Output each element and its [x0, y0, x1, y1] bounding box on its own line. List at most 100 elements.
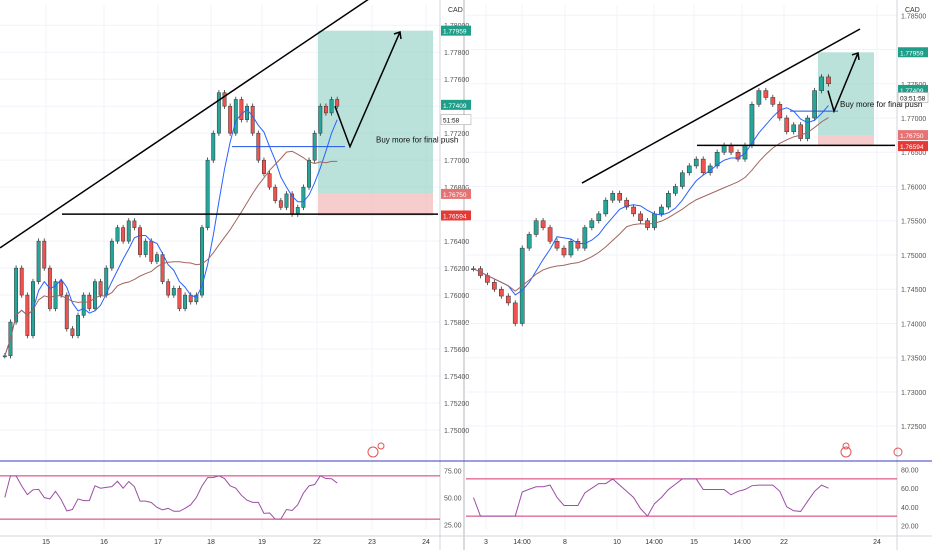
candle-body: [561, 247, 567, 256]
rsi-tick-label: 40.00: [901, 505, 919, 512]
y-tick-label: 1.76500: [901, 150, 926, 157]
price-badge-label: 03:51:58: [900, 95, 926, 102]
event-icon: [842, 442, 850, 450]
x-tick-label: 15: [690, 539, 698, 546]
y-tick-label: 1.77600: [444, 77, 469, 84]
price-badge: [441, 25, 471, 36]
candle-body: [742, 145, 748, 160]
candle-body: [749, 104, 755, 146]
price-badge-label: 1.76750: [900, 133, 924, 140]
price-badge-label: 1.77959: [900, 50, 924, 57]
y-tick-label: 1.76800: [444, 185, 469, 192]
candle-body: [109, 240, 114, 269]
currency-label: CAD: [905, 7, 920, 14]
y-tick-label: 1.75200: [444, 401, 469, 408]
candle-body: [64, 294, 69, 330]
candle-body: [59, 281, 64, 296]
candle-body: [160, 254, 165, 282]
candle-body: [547, 227, 553, 242]
candle-body: [188, 294, 193, 303]
y-tick-label: 1.76000: [444, 293, 469, 300]
candle-body: [301, 186, 306, 208]
candle-body: [211, 132, 216, 161]
ma-fast-line: [4, 108, 338, 356]
candle-body: [624, 199, 629, 208]
candle-body: [728, 145, 734, 153]
currency-label: CAD: [448, 7, 463, 14]
y-tick-label: 1.74000: [901, 321, 926, 328]
candle-body: [603, 199, 609, 215]
ma-fast-line: [473, 105, 829, 296]
candle-body: [2, 355, 7, 358]
candle-body: [93, 281, 97, 309]
price-badge-label: 1.76750: [443, 192, 467, 199]
candle-body: [335, 99, 340, 107]
candle-body: [98, 281, 103, 296]
event-icon: [377, 442, 385, 450]
candle-body: [284, 193, 289, 208]
candle-body: [104, 267, 109, 296]
candle-body: [679, 172, 685, 187]
candle-body: [262, 159, 266, 174]
stop-zone: [818, 135, 874, 147]
trendline: [581, 28, 861, 184]
x-tick-label: 15: [42, 539, 50, 546]
y-tick-label: 1.75000: [444, 428, 469, 435]
candle-body: [36, 240, 41, 282]
projection-path: [827, 52, 859, 114]
candle-body: [617, 193, 623, 201]
rsi-tick-label: 25.00: [444, 523, 462, 530]
candle-body: [126, 220, 131, 242]
candle-body: [233, 99, 238, 134]
price-badge-label: 1.77959: [443, 29, 467, 36]
rsi-tick-label: 50.00: [444, 496, 462, 503]
candle-body: [250, 105, 255, 134]
candle-body: [686, 165, 692, 174]
arrow-head-icon: [393, 30, 402, 40]
price-badge: [441, 210, 471, 221]
y-tick-label: 1.75600: [444, 347, 469, 354]
candle-body: [278, 200, 283, 208]
candle-body: [777, 104, 783, 119]
candle-body: [659, 206, 664, 215]
y-tick-label: 1.77800: [444, 50, 469, 57]
candle-body: [200, 227, 204, 296]
candle-body: [721, 145, 727, 153]
candle-body: [763, 90, 769, 98]
candle-body: [638, 213, 643, 221]
y-tick-label: 1.75500: [901, 219, 926, 226]
candle-body: [791, 124, 797, 132]
candle-body: [216, 92, 221, 134]
candle-body: [554, 241, 560, 249]
rsi-tick-label: 60.00: [901, 486, 919, 493]
candle-body: [631, 206, 636, 215]
stop-zone: [318, 193, 433, 216]
candle-body: [132, 220, 137, 228]
candle-body: [512, 302, 518, 324]
projection-path: [334, 31, 401, 149]
candle-body: [756, 90, 762, 105]
candle-body: [819, 76, 824, 91]
y-tick-label: 1.73500: [901, 356, 926, 363]
candle-body: [666, 193, 671, 208]
y-tick-label: 1.76400: [444, 239, 469, 246]
candle-body: [323, 105, 328, 114]
candle-body: [812, 90, 817, 119]
candle-body: [492, 282, 497, 290]
x-tick-label: 14:00: [645, 539, 663, 546]
price-badge: [898, 84, 928, 95]
x-tick-label: 17: [154, 539, 162, 546]
profit-zone: [318, 30, 433, 194]
price-badge-label: 51:58: [443, 118, 460, 125]
x-tick-label: 14:00: [733, 539, 751, 546]
candle-body: [673, 186, 678, 194]
rsi-tick-label: 20.00: [901, 523, 919, 530]
candle-body: [171, 288, 176, 296]
rsi-tick-label: 75.00: [444, 468, 462, 475]
candle-body: [533, 220, 539, 235]
candle-body: [575, 241, 581, 249]
candle-body: [205, 159, 210, 228]
candle-body: [245, 105, 249, 120]
y-tick-label: 1.74500: [901, 287, 926, 294]
